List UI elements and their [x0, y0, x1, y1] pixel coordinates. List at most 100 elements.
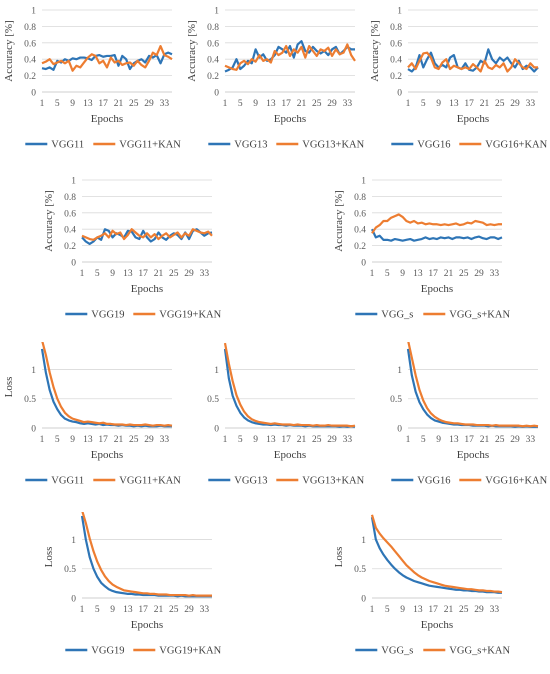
x-tick-label: 17: [138, 269, 148, 279]
x-tick-label: 17: [464, 435, 474, 445]
legend-label: VGG11+KAN: [119, 140, 181, 151]
y-axis-title: Accuracy [%]: [369, 20, 381, 81]
x-tick-label: 13: [123, 269, 133, 279]
legend-label: VGG13: [234, 476, 267, 487]
x-tick-label: 21: [114, 435, 124, 445]
x-tick-label: 1: [40, 99, 45, 109]
y-tick-label: 0.5: [207, 395, 219, 405]
y-tick-label: 0: [214, 425, 219, 435]
x-tick-label: 9: [253, 435, 258, 445]
x-tick-label: 1: [80, 605, 85, 615]
x-tick-label: 33: [200, 605, 210, 615]
x-tick-label: 25: [169, 605, 179, 615]
legend-label: VGG19+KAN: [159, 310, 221, 321]
y-tick-label: 1: [214, 366, 219, 376]
y-tick-label: 0.6: [390, 39, 402, 49]
x-tick-label: 5: [55, 435, 60, 445]
y-tick-label: 0: [71, 595, 76, 605]
x-tick-label: 33: [200, 269, 210, 279]
x-axis-title: Epochs: [274, 113, 306, 125]
x-tick-label: 17: [428, 605, 438, 615]
x-tick-label: 1: [223, 99, 228, 109]
chart-10: 0 0.5 1 1 5 9 13 17 21 25 29 33 Epochs Loss VGG_s VGG_s…: [330, 506, 513, 674]
legend-label: VGG_s: [381, 310, 413, 321]
x-tick-label: 9: [436, 435, 441, 445]
x-tick-label: 5: [421, 99, 426, 109]
x-tick-label: 13: [413, 605, 423, 615]
chart-svg: 00.20.40.60.811 5 9 13 17 21 25 29 33EpochsAccur…: [43, 177, 222, 321]
legend-label: VGG16: [417, 140, 450, 151]
y-tick-label: 1: [31, 366, 36, 376]
y-tick-label: 1: [397, 366, 402, 376]
chart-4: 0 0.2 0.4 0.6 0.8 1 1 5 9 13 17 21 25 29 33 Epochs Accur…: [40, 170, 223, 338]
x-tick-label: 9: [253, 99, 258, 109]
series-line-base: [406, 348, 538, 428]
x-axis-title: Epochs: [457, 449, 489, 461]
series-line-kan: [224, 43, 356, 71]
y-tick-label: 0: [397, 425, 402, 435]
y-tick-label: 0.8: [390, 23, 402, 33]
x-tick-label: 29: [327, 435, 337, 445]
x-tick-label: 25: [129, 435, 139, 445]
y-axis-title: Accuracy [%]: [333, 190, 345, 251]
y-tick-label: 0.5: [354, 565, 366, 575]
x-tick-label: 25: [459, 605, 469, 615]
y-axis-title: Loss: [3, 377, 15, 398]
x-tick-label: 13: [413, 269, 423, 279]
x-tick-label: 1: [406, 435, 411, 445]
x-tick-label: 25: [169, 269, 179, 279]
series-line-kan: [407, 342, 539, 428]
y-tick-label: 1: [71, 177, 76, 187]
x-tick-label: 25: [459, 269, 469, 279]
x-tick-label: 25: [312, 99, 322, 109]
legend-label: VGG16+KAN: [485, 140, 547, 151]
x-tick-label: 21: [297, 99, 307, 109]
y-tick-label: 1: [361, 177, 366, 187]
chart-8: 0 0.5 1 1 5 9 13 17 21 25 29 33 Epochs VGG16 VGG16+KAN: [366, 336, 549, 504]
chart-1: 0 0.2 0.4 0.6 0.8 1 1 5 9 13 17 21 25 29 33 Epochs Accur…: [0, 0, 183, 168]
x-tick-label: 33: [160, 99, 170, 109]
y-axis-title: Accuracy [%]: [186, 20, 198, 81]
x-tick-label: 9: [110, 269, 115, 279]
y-tick-label: 0: [31, 425, 36, 435]
chart-3: 0 0.2 0.4 0.6 0.8 1 1 5 9 13 17 21 25 29 33 Epochs Accur…: [366, 0, 549, 168]
y-tick-label: 0: [361, 595, 366, 605]
x-tick-label: 29: [184, 269, 194, 279]
x-tick-label: 29: [327, 99, 337, 109]
series-line-base: [81, 228, 213, 246]
x-tick-label: 1: [223, 435, 228, 445]
x-tick-label: 21: [154, 605, 164, 615]
y-tick-label: 0.2: [390, 72, 402, 82]
legend-label: VGG19+KAN: [159, 646, 221, 657]
y-tick-label: 0.5: [390, 395, 402, 405]
x-tick-label: 33: [526, 99, 536, 109]
x-tick-label: 1: [406, 99, 411, 109]
series-line-kan: [371, 213, 502, 234]
y-tick-label: 0.8: [354, 193, 366, 203]
x-tick-label: 13: [449, 99, 459, 109]
x-tick-label: 17: [98, 435, 108, 445]
series-line-base: [370, 516, 502, 594]
x-axis-title: Epochs: [131, 619, 163, 631]
x-tick-label: 1: [370, 605, 375, 615]
x-tick-label: 9: [400, 605, 405, 615]
chart-svg: 00.20.40.60.811 5 9 13 17 21 25 29 33EpochsAccur…: [3, 7, 181, 151]
x-axis-title: Epochs: [91, 449, 123, 461]
x-tick-label: 5: [55, 99, 60, 109]
x-tick-label: 9: [70, 435, 75, 445]
x-tick-label: 21: [114, 99, 124, 109]
x-tick-label: 5: [95, 605, 100, 615]
x-tick-label: 9: [436, 99, 441, 109]
x-tick-label: 29: [474, 605, 484, 615]
y-tick-label: 0: [361, 259, 366, 269]
legend-label: VGG_s+KAN: [449, 310, 510, 321]
y-tick-label: 0.2: [354, 242, 366, 252]
y-tick-label: 0.2: [64, 242, 76, 252]
legend-label: VGG13+KAN: [302, 476, 364, 487]
y-tick-label: 0.4: [24, 56, 36, 66]
x-tick-label: 29: [510, 435, 520, 445]
y-tick-label: 0: [214, 89, 219, 99]
